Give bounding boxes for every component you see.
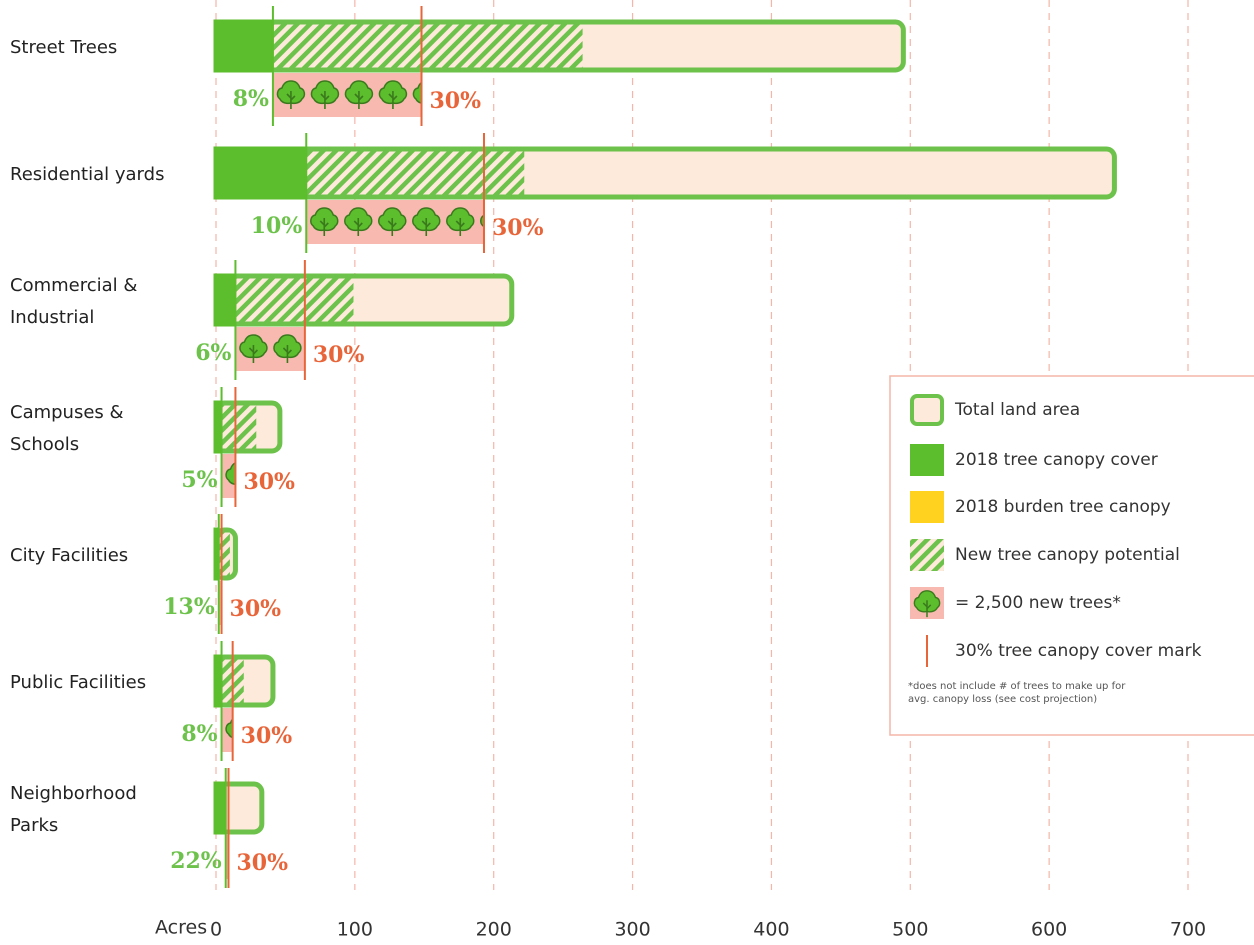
target-percent-label: 30% bbox=[243, 469, 295, 495]
canopy-percent-label: 10% bbox=[251, 213, 303, 239]
target-percent-label: 30% bbox=[230, 596, 282, 622]
canopy-bar bbox=[213, 400, 222, 454]
canopy-percent-label: 8% bbox=[181, 721, 217, 747]
potential-bar bbox=[235, 278, 354, 322]
legend-swatch bbox=[910, 444, 944, 476]
category-label: Neighborhood Parks bbox=[10, 783, 137, 836]
canopy-percent-label: 6% bbox=[195, 340, 231, 366]
canopy-bar bbox=[213, 146, 307, 200]
legend-box bbox=[889, 375, 1254, 736]
legend-note: *does not include # of trees to make up … bbox=[908, 681, 1126, 705]
legend-note-box: *does not include # of trees to make up … bbox=[908, 681, 1126, 705]
legend-label: New tree canopy potential bbox=[955, 545, 1180, 565]
target-percent-label: 30% bbox=[236, 850, 288, 876]
x-tick-label: 400 bbox=[753, 919, 789, 941]
target-percent-label: 30% bbox=[430, 88, 482, 114]
canopy-bar bbox=[213, 781, 226, 835]
canopy-bar bbox=[213, 654, 222, 708]
canopy-bar bbox=[213, 273, 236, 327]
category-row: 22% 30% bbox=[170, 768, 288, 888]
potential-bar bbox=[221, 405, 257, 449]
category-row: 8% 30% bbox=[181, 641, 292, 761]
legend-label: 2018 burden tree canopy bbox=[955, 497, 1171, 517]
x-tick-label: 0 bbox=[210, 919, 222, 941]
legend-swatch bbox=[910, 539, 944, 571]
x-tick-label: 200 bbox=[476, 919, 512, 941]
tree-band bbox=[225, 835, 229, 879]
x-tick-label: 100 bbox=[337, 919, 373, 941]
potential-bar bbox=[306, 151, 525, 195]
legend-swatch bbox=[910, 491, 944, 523]
legend-label: 2018 tree canopy cover bbox=[955, 450, 1158, 470]
canopy-percent-label: 13% bbox=[163, 594, 215, 620]
x-tick-label: 700 bbox=[1170, 919, 1206, 941]
category-label: Campuses & Schools bbox=[10, 402, 124, 455]
x-tick-label: 500 bbox=[892, 919, 928, 941]
canopy-bar bbox=[213, 19, 273, 73]
canopy-percent-label: 5% bbox=[181, 467, 217, 493]
legend-label: Total land area bbox=[954, 400, 1080, 420]
canopy-bar bbox=[213, 527, 219, 581]
category-row: 8% 30% bbox=[213, 6, 906, 126]
category-label: Residential yards bbox=[10, 164, 165, 185]
category-row: 10% 30% bbox=[213, 133, 1117, 253]
category-row: 5% 30% bbox=[181, 387, 295, 507]
category-label: Public Facilities bbox=[10, 672, 147, 693]
potential-bar bbox=[272, 24, 583, 68]
category-label: Commercial & Industrial bbox=[10, 275, 138, 328]
category-label: Street Trees bbox=[10, 37, 118, 58]
canopy-percent-label: 22% bbox=[170, 848, 222, 874]
legend-label: 30% tree canopy cover mark bbox=[955, 641, 1202, 661]
target-percent-label: 30% bbox=[492, 215, 544, 241]
x-axis-label: Acres bbox=[155, 917, 207, 939]
target-percent-label: 30% bbox=[313, 342, 365, 368]
category-label: City Facilities bbox=[10, 545, 129, 566]
target-percent-label: 30% bbox=[241, 723, 293, 749]
category-row: 13% 30% bbox=[163, 514, 281, 634]
potential-bar bbox=[218, 532, 230, 576]
x-tick-label: 600 bbox=[1031, 919, 1067, 941]
canopy-percent-label: 8% bbox=[233, 86, 269, 112]
tree-band bbox=[218, 581, 222, 625]
legend-swatch bbox=[910, 394, 944, 426]
category-row: 6% 30% bbox=[195, 260, 515, 380]
legend-label: = 2,500 new trees* bbox=[955, 593, 1121, 613]
x-tick-label: 300 bbox=[614, 919, 650, 941]
